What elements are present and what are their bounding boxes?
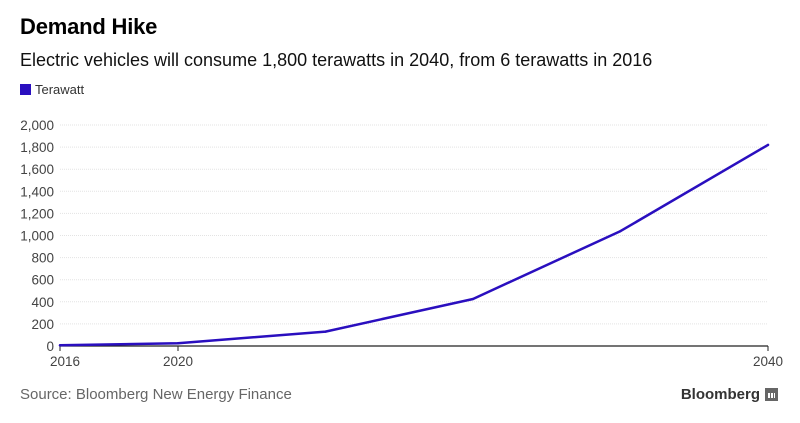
chart-subtitle: Electric vehicles will consume 1,800 ter…: [20, 50, 653, 70]
chart-title: Demand Hike: [20, 14, 158, 39]
legend-label: Terawatt: [35, 82, 85, 97]
data-point: [176, 342, 180, 345]
y-tick-label: 1,000: [20, 229, 54, 244]
y-tick-label: 600: [31, 273, 54, 288]
x-tick-label: 2020: [163, 354, 193, 369]
y-tick-label: 400: [31, 295, 54, 310]
y-tick-label: 2,000: [20, 118, 54, 133]
y-tick-label: 0: [46, 339, 54, 354]
legend: Terawatt: [20, 82, 84, 97]
bloomberg-logo-icon: [765, 388, 778, 401]
data-point: [766, 143, 770, 147]
data-point: [58, 344, 62, 347]
y-tick-label: 800: [31, 251, 54, 266]
source-note: Source: Bloomberg New Energy Finance: [20, 386, 292, 403]
data-point: [471, 297, 475, 301]
x-tick-label: 2016: [50, 354, 80, 369]
y-tick-label: 1,200: [20, 206, 54, 221]
series-line-terawatt: [58, 143, 770, 347]
brand-logo: Bloomberg: [681, 386, 778, 403]
y-tick-label: 200: [31, 317, 54, 332]
data-point: [324, 330, 327, 333]
data-point: [619, 229, 622, 233]
y-tick-label: 1,600: [20, 162, 54, 177]
y-tick-label: 1,400: [20, 184, 54, 199]
y-tick-label: 1,800: [20, 140, 54, 155]
brand-name: Bloomberg: [680, 386, 760, 403]
x-tick-label: 2040: [753, 354, 783, 369]
legend-swatch: [20, 84, 31, 95]
